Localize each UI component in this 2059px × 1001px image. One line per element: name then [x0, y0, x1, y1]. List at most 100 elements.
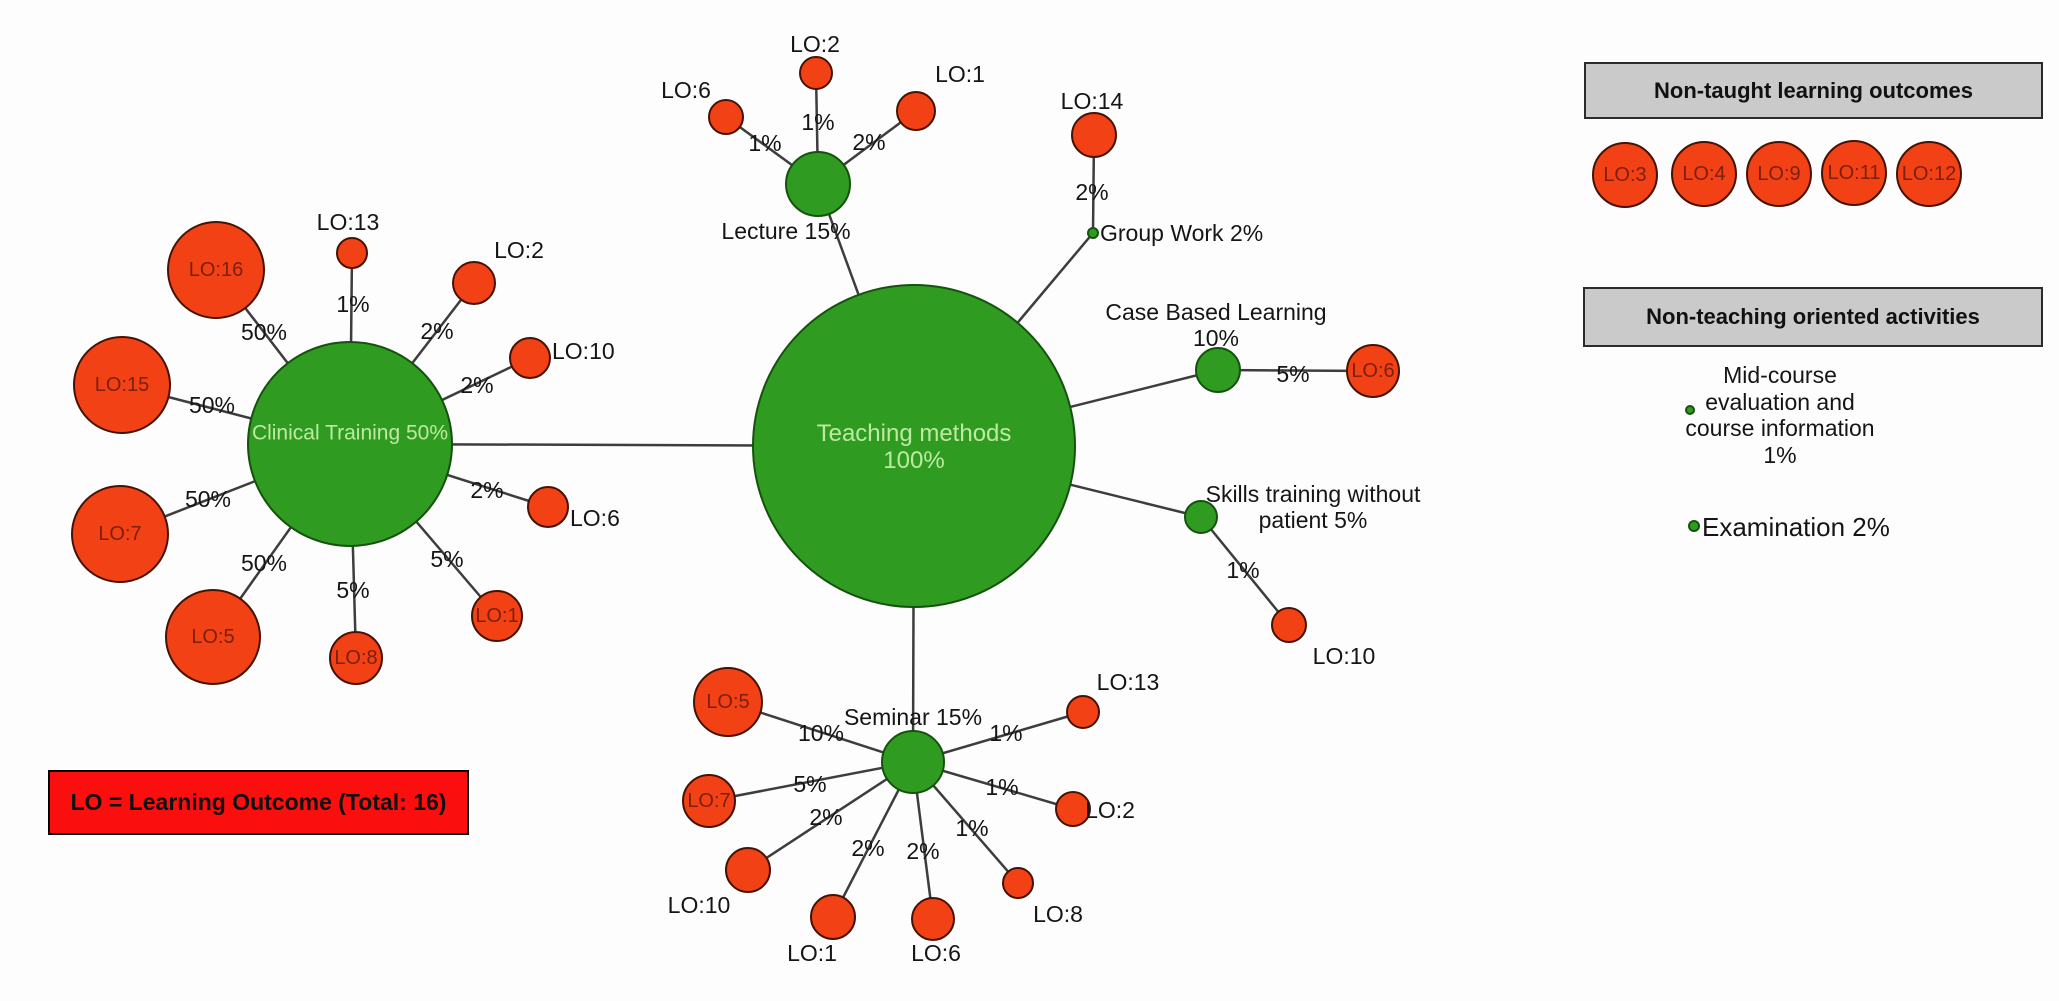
non-teaching-activities-title: Non-teaching oriented activities	[1646, 304, 1980, 329]
diagram-label: Mid-course	[1723, 362, 1837, 388]
diagram-label: LO:2	[494, 237, 544, 263]
node-label-lo5-clinical: LO:5	[191, 626, 234, 648]
node-examination-dot	[1688, 520, 1700, 532]
diagram-label: Seminar 15%	[844, 704, 982, 730]
diagram-label: Case Based Learning	[1105, 299, 1326, 325]
edge-percentage-label: 2%	[420, 318, 453, 344]
diagram-label: LO:2	[1085, 797, 1135, 823]
node-label-lo4-non-taught: LO:4	[1682, 163, 1725, 185]
edge-percentage-label: 2%	[1075, 179, 1108, 205]
node-label-teaching-methods: Teaching methods	[817, 420, 1012, 447]
node-label-lo12-non-taught: LO:12	[1902, 163, 1956, 185]
diagram-label: LO:6	[911, 940, 961, 966]
node-lo15-clinical	[73, 336, 171, 434]
node-clinical-training	[247, 341, 453, 547]
edge-percentage-label: 2%	[851, 835, 884, 861]
diagram-label: 10%	[1193, 325, 1239, 351]
edge-percentage-label: 5%	[1276, 361, 1309, 387]
node-lo1-clinical	[471, 590, 523, 642]
non-taught-outcomes-header: Non-taught learning outcomes	[1584, 62, 2043, 119]
node-case-based-learning	[1195, 347, 1241, 393]
node-label-lo11-non-taught: LO:11	[1828, 162, 1881, 184]
diagram-label: LO:10	[1313, 643, 1376, 669]
edge-percentage-label: 2%	[460, 372, 493, 398]
edge-percentage-label: 1%	[336, 291, 369, 317]
edge-percentage-label: 1%	[989, 720, 1022, 746]
diagram-label: course information	[1685, 415, 1874, 441]
node-lo16-clinical	[167, 221, 265, 319]
diagram-label: Lecture 15%	[721, 218, 850, 244]
node-teaching-methods	[752, 284, 1076, 608]
node-lo6-clinical	[527, 486, 569, 528]
node-lo2-clinical	[452, 261, 496, 305]
edge-percentage-label: 1%	[1226, 557, 1259, 583]
node-lo9-non-taught	[1746, 141, 1812, 207]
edge-percentage-label: 50%	[185, 486, 231, 512]
node-lo4-non-taught	[1671, 141, 1737, 207]
diagram-label: LO:8	[1033, 901, 1083, 927]
node-lo2-seminar	[1055, 791, 1091, 827]
node-lo1-seminar	[810, 894, 856, 940]
node-label-lo1-clinical: LO:1	[475, 605, 518, 627]
diagram-label: LO:1	[787, 940, 837, 966]
non-taught-outcomes-title: Non-taught learning outcomes	[1654, 77, 1973, 103]
diagram-label: evaluation and	[1705, 389, 1855, 415]
non-teaching-activities-header: Non-teaching oriented activities	[1583, 287, 2043, 347]
edge-percentage-label: 50%	[241, 319, 287, 345]
diagram-label: LO:10	[552, 338, 615, 364]
node-lo2-lecture	[799, 56, 833, 90]
diagram-label: Examination 2%	[1702, 512, 1890, 542]
lo-legend-box: LO = Learning Outcome (Total: 16)	[48, 770, 469, 835]
node-label-lo9-non-taught: LO:9	[1757, 163, 1800, 185]
diagram-label: LO:13	[1097, 669, 1160, 695]
node-lo1-lecture	[896, 91, 936, 131]
edge-percentage-label: 50%	[189, 392, 235, 418]
edge-percentage-label: 5%	[336, 577, 369, 603]
diagram-label: LO:14	[1061, 88, 1124, 114]
node-lo7-clinical	[71, 485, 169, 583]
node-label-lo3-non-taught: LO:3	[1603, 164, 1646, 186]
node-lo6-case-based	[1346, 344, 1400, 398]
edge-percentage-label: 1%	[748, 130, 781, 156]
node-lo10-skills	[1271, 607, 1307, 643]
diagram-label: LO:13	[317, 209, 380, 235]
node-lo12-non-taught	[1896, 141, 1962, 207]
node-label-lo16-clinical: LO:16	[189, 259, 243, 281]
node-label-lo7-clinical: LO:7	[98, 523, 141, 545]
node-lo5-seminar	[693, 667, 763, 737]
node-label-lo5-seminar: LO:5	[706, 691, 749, 713]
node-lo11-non-taught	[1821, 140, 1887, 206]
diagram-label: patient 5%	[1259, 507, 1368, 533]
node-label-lo8-clinical: LO:8	[334, 647, 377, 669]
diagram-label: LO:6	[661, 77, 711, 103]
edge-percentage-label: 5%	[793, 771, 826, 797]
diagram-label: Skills training without	[1206, 481, 1421, 507]
edge-percentage-label: 2%	[852, 129, 885, 155]
node-label-clinical-training: Clinical Training 50%	[252, 422, 448, 445]
node-label-lo15-clinical: LO:15	[95, 374, 149, 396]
node-lo5-clinical	[165, 589, 261, 685]
node-lo6-lecture	[708, 99, 744, 135]
diagram-label: 1%	[1763, 442, 1796, 468]
node-mid-course-dot	[1685, 405, 1695, 415]
node-lo8-seminar	[1002, 867, 1034, 899]
node-lo6-seminar	[911, 897, 955, 941]
node-label-teaching-methods: 100%	[883, 447, 944, 474]
diagram-label: LO:10	[668, 892, 731, 918]
edge-percentage-label: 1%	[801, 109, 834, 135]
edge-percentage-label: 1%	[985, 774, 1018, 800]
node-label-lo6-case-based: LO:6	[1351, 360, 1394, 382]
node-lo13-clinical	[336, 237, 368, 269]
node-label-lo7-seminar: LO:7	[687, 790, 730, 812]
diagram-label: LO:6	[570, 505, 620, 531]
edge-sem-sem7	[708, 760, 914, 803]
edge-percentage-label: 1%	[955, 815, 988, 841]
diagram-label: LO:1	[935, 61, 985, 87]
edge-percentage-label: 2%	[809, 804, 842, 830]
diagram-label: Group Work 2%	[1100, 220, 1263, 246]
node-lo13-seminar	[1066, 695, 1100, 729]
node-lo8-clinical	[329, 631, 383, 685]
edge-percentage-label: 2%	[906, 838, 939, 864]
